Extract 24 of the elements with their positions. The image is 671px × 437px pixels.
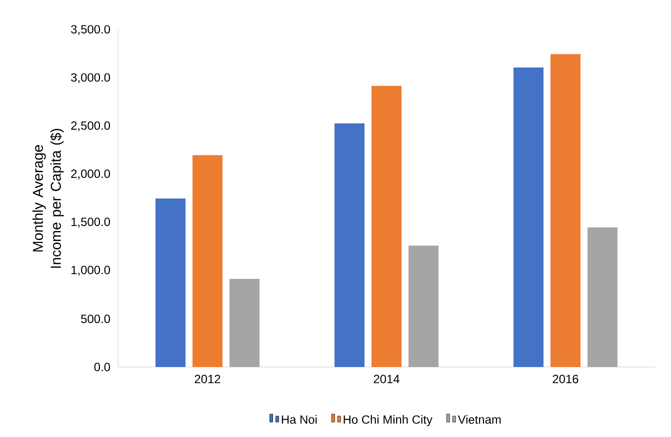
legend-label: Vietnam	[458, 415, 501, 424]
y-axis-title: Monthly Average Income per Capita ($)	[32, 128, 64, 268]
y-tick-label: 3,000.0	[71, 73, 110, 84]
x-tick-label: 2016	[552, 374, 578, 384]
y-tick-label: 1,500.0	[72, 218, 110, 228]
legend-label: Ho Chi Minh City	[344, 415, 432, 426]
x-tick-label: 2014	[374, 374, 400, 384]
bar	[334, 123, 365, 367]
bar	[192, 155, 222, 367]
y-tick-label: 2,000.0	[71, 169, 110, 180]
y-tick-label: 1,000.0	[72, 266, 110, 276]
y-tick-label: 3,500.0	[71, 25, 110, 35]
bar	[588, 227, 618, 367]
bar	[408, 246, 439, 367]
bar	[156, 198, 186, 367]
y-tick-label: 0.0	[94, 362, 110, 372]
bar	[230, 278, 260, 367]
bar	[372, 86, 402, 367]
y-tick-label: 2,500.0	[71, 121, 110, 132]
bar	[514, 68, 544, 367]
bar	[550, 54, 581, 367]
legend-label: Ha Noi	[282, 415, 317, 424]
x-tick-label: 2012	[194, 374, 220, 384]
y-tick-label: 500.0	[81, 314, 110, 324]
